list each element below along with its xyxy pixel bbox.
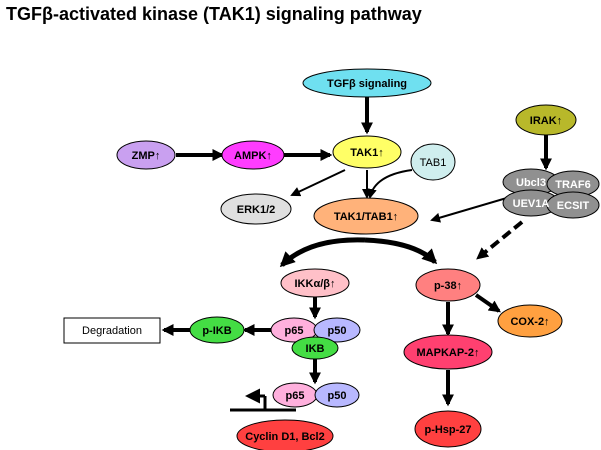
node-degradation: Degradation [63, 317, 161, 344]
arrow-complex-taktab [430, 196, 511, 223]
node-tak-tab-label: TAK1/TAB1↑ [334, 211, 398, 223]
node-p65-a-label: p65 [285, 325, 304, 337]
node-ubcl3-label: Ubcl3 [516, 177, 546, 189]
node-degradation-label: Degradation [82, 325, 142, 337]
node-tgfb: TGFβ signaling [302, 68, 432, 98]
node-zmp-label: ZMP↑ [132, 150, 161, 162]
node-mapkap-label: MAPKAP-2↑ [417, 347, 480, 359]
node-irak: IRAK↑ [515, 104, 577, 136]
arrow-taktab-p38 [364, 237, 438, 265]
node-irak-label: IRAK↑ [530, 115, 562, 127]
node-tak1-label: TAK1↑ [350, 147, 383, 159]
diagram-title: TGFβ-activated kinase (TAK1) signaling p… [6, 4, 422, 24]
node-p65-b-label: p65 [286, 390, 305, 402]
node-ikk: IKKα/β↑ [280, 268, 350, 298]
node-uev1a-label: UEV1A [513, 198, 550, 210]
node-tgfb-label: TGFβ signaling [327, 78, 407, 90]
arrow-p38-cox2 [474, 293, 501, 313]
node-tak1: TAK1↑ [332, 135, 402, 169]
node-nfkb-ikb-complex: p65 p50 IKB [270, 317, 361, 360]
node-irak-complex: Ubcl3 UEV1A TRAF6 ECSIT [502, 168, 600, 219]
arrow-tak1-erk [290, 169, 346, 197]
node-p50-b-label: p50 [328, 390, 347, 402]
node-mapkap: MAPKAP-2↑ [403, 334, 493, 370]
node-cyclin-label: Cyclin D1, Bcl2 [245, 431, 324, 443]
node-tab1-label: TAB1 [420, 157, 447, 169]
arrow-complex-p38 [476, 220, 524, 260]
arrows [161, 97, 552, 412]
arrow-taktab-ikk [279, 237, 366, 268]
node-cyclin: Cyclin D1, Bcl2 [236, 419, 334, 450]
node-pikb-label: p-IKB [202, 325, 231, 337]
node-erk-label: ERK1/2 [237, 204, 276, 216]
node-p38-label: p-38↑ [434, 280, 462, 292]
node-tak-tab: TAK1/TAB1↑ [313, 197, 419, 235]
node-ecsit-label: ECSIT [557, 200, 590, 212]
node-ampk: AMPK↑ [221, 140, 285, 170]
node-tab1: TAB1 [410, 143, 456, 181]
node-nfkb-free: p65 p50 [272, 382, 360, 408]
node-p50-a-label: p50 [328, 325, 347, 337]
node-hsp27: p-Hsp-27 [414, 410, 482, 448]
node-pikb: p-IKB [189, 316, 245, 344]
node-zmp: ZMP↑ [116, 140, 176, 170]
node-hsp27-label: p-Hsp-27 [424, 424, 471, 436]
node-cox2-label: COX-2↑ [510, 316, 549, 328]
node-ikk-label: IKKα/β↑ [295, 278, 336, 290]
node-p38: p-38↑ [415, 268, 481, 302]
node-ampk-label: AMPK↑ [234, 150, 272, 162]
node-erk: ERK1/2 [220, 193, 292, 225]
node-cox2: COX-2↑ [497, 304, 563, 338]
node-ikb-label: IKB [306, 343, 325, 355]
node-traf6-label: TRAF6 [555, 179, 590, 191]
arrow-tab1-taktab [366, 169, 413, 199]
